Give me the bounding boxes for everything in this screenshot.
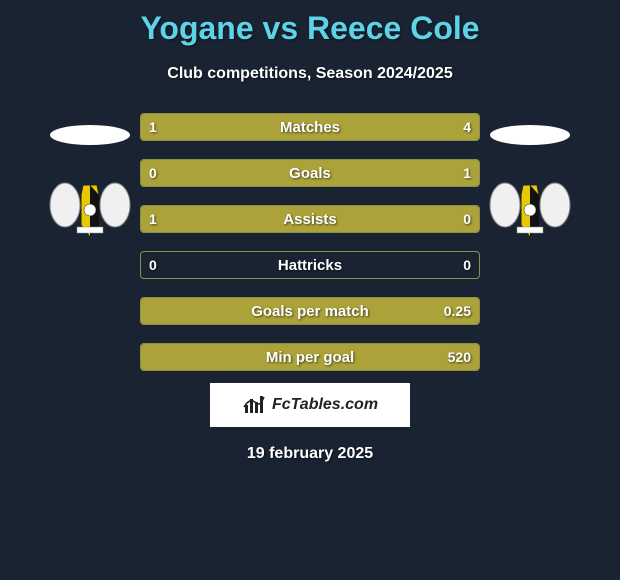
stat-right-value: 0.25 [444,303,471,319]
stat-right-value: 520 [448,349,471,365]
stat-label: Goals [141,165,479,182]
date-text: 19 february 2025 [247,445,373,463]
stat-right-value: 0 [463,211,471,227]
stat-bar-matches: 1 Matches 4 [140,113,480,141]
stat-label: Goals per match [141,303,479,320]
stat-label: Min per goal [141,349,479,366]
subtitle: Club competitions, Season 2024/2025 [167,65,452,83]
brand-box[interactable]: FcTables.com [210,383,410,427]
stat-label: Hattricks [141,257,479,274]
stat-right-value: 0 [463,257,471,273]
stat-bar-min-per-goal: Min per goal 520 [140,343,480,371]
crest-icon [45,175,135,245]
stat-bar-goals-per-match: Goals per match 0.25 [140,297,480,325]
stat-bar-hattricks: 0 Hattricks 0 [140,251,480,279]
stat-label: Matches [141,119,479,136]
stat-right-value: 1 [463,165,471,181]
crest-icon [485,175,575,245]
stat-bar-assists: 1 Assists 0 [140,205,480,233]
right-crest-column [480,113,580,245]
stats-column: 1 Matches 4 0 Goals 1 1 Assists 0 0 Hatt… [140,113,480,371]
right-player-ellipse [490,125,570,145]
page-title: Yogane vs Reece Cole [140,10,479,47]
main-row: 1 Matches 4 0 Goals 1 1 Assists 0 0 Hatt… [0,113,620,371]
stat-label: Assists [141,211,479,228]
stat-bar-goals: 0 Goals 1 [140,159,480,187]
left-crest-column [40,113,140,245]
left-club-crest [45,175,135,245]
right-club-crest [485,175,575,245]
stat-right-value: 4 [463,119,471,135]
brand-text: FcTables.com [272,396,378,414]
left-player-ellipse [50,125,130,145]
brand-chart-icon [242,393,266,417]
